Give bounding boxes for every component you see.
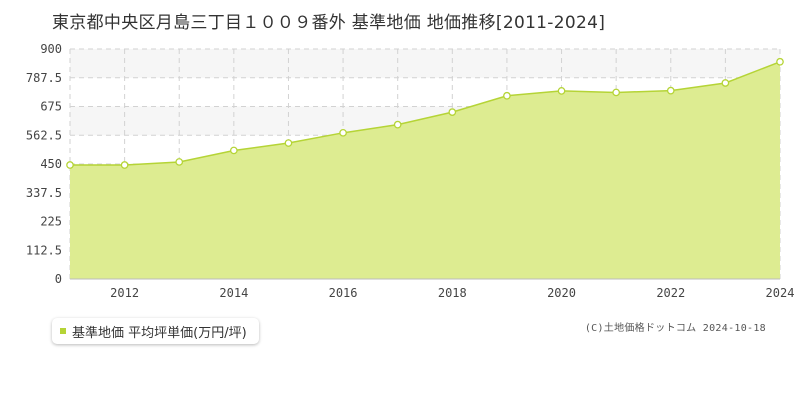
series-line [70, 61, 781, 166]
data-point [721, 79, 730, 87]
y-tick-label: 450 [40, 157, 62, 171]
legend: 基準地価 平均坪単価(万円/坪) [52, 318, 259, 344]
data-point [503, 91, 511, 100]
x-axis-ticks: 2012 2014 2016 2018 2020 2022 2024 [110, 286, 794, 300]
x-tick-label: 2022 [656, 286, 685, 300]
data-point [557, 87, 566, 95]
x-tick-label: 2024 [766, 286, 795, 300]
data-point [120, 161, 129, 169]
copyright-text: (C)土地価格ドットコム 2024-10-18 [584, 323, 766, 334]
data-point [393, 120, 402, 129]
series-area [70, 61, 780, 280]
legend-label: 基準地価 平均坪単価(万円/坪) [72, 325, 247, 341]
data-point [339, 128, 347, 137]
data-point [776, 57, 784, 66]
data-markers [66, 57, 784, 169]
data-point [66, 161, 74, 169]
y-tick-label: 0 [55, 272, 62, 286]
legend-swatch [60, 328, 66, 334]
x-tick-label: 2014 [219, 286, 248, 300]
y-tick-label: 675 [40, 100, 62, 114]
y-tick-label: 112.5 [26, 243, 62, 257]
data-point [175, 158, 184, 166]
data-point [612, 88, 621, 97]
x-tick-label: 2016 [329, 286, 358, 300]
y-tick-label: 900 [40, 42, 62, 56]
area-layer [70, 61, 781, 280]
data-point [229, 146, 238, 155]
x-tick-label: 2012 [110, 286, 139, 300]
y-tick-label: 225 [40, 215, 62, 229]
chart-title: 東京都中央区月島三丁目１００９番外 基準地価 地価推移[2011-2024] [52, 13, 606, 33]
x-tick-label: 2018 [438, 286, 467, 300]
grid-band [70, 49, 780, 78]
y-tick-label: 787.5 [26, 71, 62, 85]
y-tick-label: 337.5 [26, 186, 62, 200]
y-tick-label: 562.5 [26, 128, 62, 142]
x-tick-label: 2020 [547, 286, 576, 300]
data-point [666, 86, 675, 95]
data-point [284, 139, 293, 147]
y-axis-ticks: 0 112.5 225 337.5 450 562.5 675 787.5 900 [26, 42, 62, 286]
data-point [448, 108, 457, 116]
